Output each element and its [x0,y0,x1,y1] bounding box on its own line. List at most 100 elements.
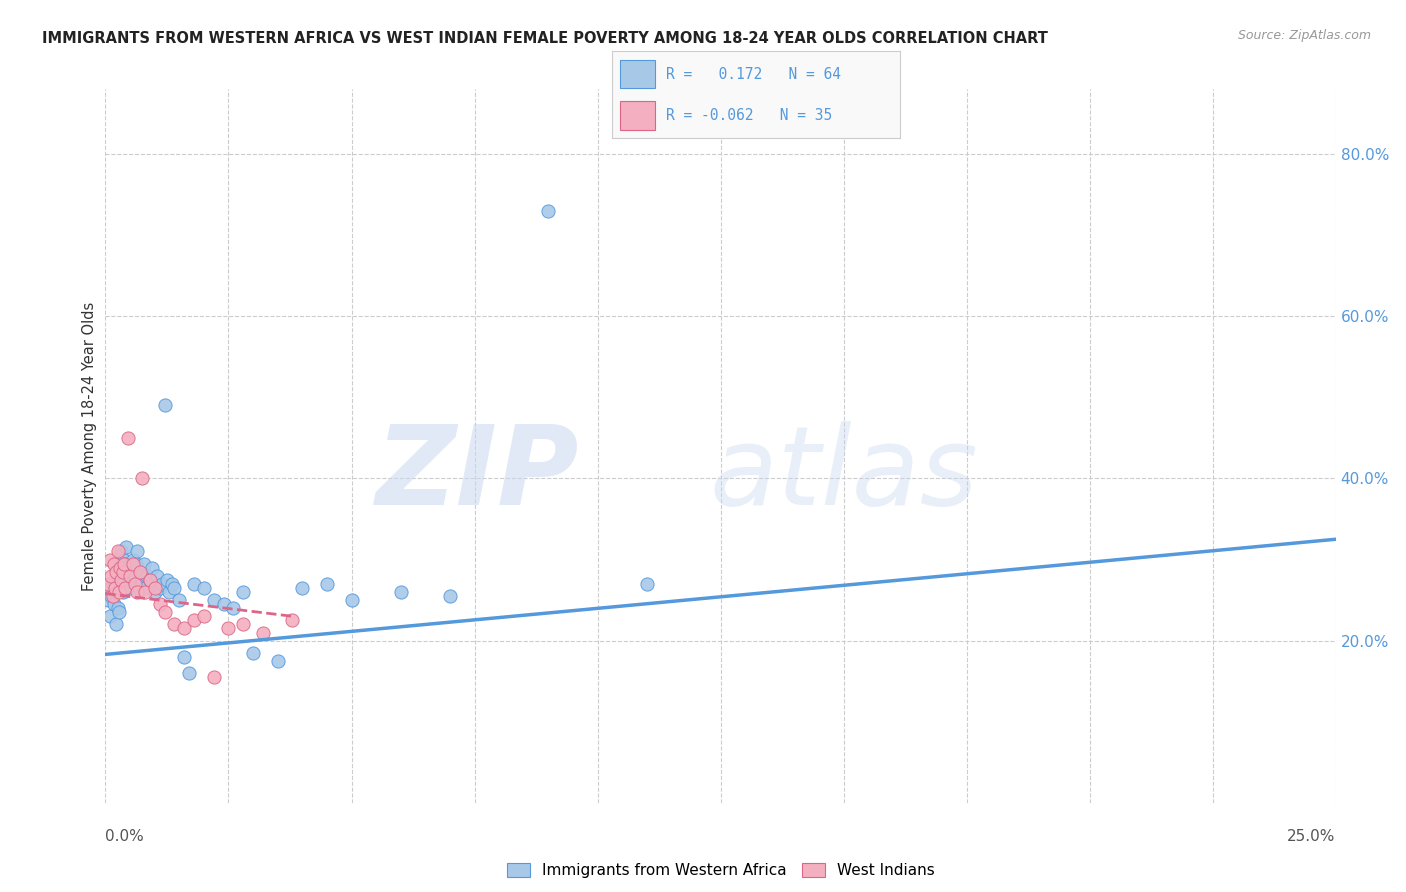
Point [136,568,159,582]
Point [124,577,146,591]
Text: R =   0.172   N = 64: R = 0.172 N = 64 [666,67,841,81]
Point [111,565,134,579]
Point [141,560,163,574]
Text: R = -0.062   N = 35: R = -0.062 N = 35 [666,108,832,122]
Point [149,581,172,595]
Point [98,552,122,566]
Point [112,552,135,566]
Point [129,565,152,579]
Point [112,557,135,571]
Point [127,585,149,599]
Point [131,577,153,591]
Point [143,585,166,599]
Point [138,573,162,587]
Point [107,544,129,558]
Point [202,670,225,684]
Point [103,557,125,571]
Point [153,605,176,619]
Point [122,573,145,587]
Point [121,557,143,571]
Text: ZIP: ZIP [375,421,579,528]
Point [281,613,304,627]
Point [100,568,122,582]
Point [149,597,172,611]
Point [114,581,136,595]
Point [98,581,122,595]
Point [124,568,146,582]
Point [138,573,162,587]
Point [117,431,139,445]
Point [193,609,215,624]
Point [232,617,254,632]
Point [101,577,124,591]
Y-axis label: Female Poverty Among 18-24 Year Olds: Female Poverty Among 18-24 Year Olds [82,301,97,591]
Point [222,601,245,615]
Point [179,666,201,681]
Point [183,613,205,627]
Point [163,581,186,595]
Point [110,557,132,571]
Point [129,565,152,579]
Point [105,617,128,632]
Point [104,581,127,595]
Point [143,581,166,595]
Point [173,649,195,664]
Text: atlas: atlas [709,421,979,528]
Point [537,203,560,218]
Point [146,568,169,582]
Point [389,585,412,599]
Point [131,471,153,485]
Point [173,622,195,636]
Point [98,609,122,624]
Point [110,573,132,587]
Point [202,593,225,607]
Point [118,577,141,591]
Point [101,589,124,603]
Point [128,581,150,595]
Point [160,577,183,591]
Point [108,585,131,599]
Text: 25.0%: 25.0% [1288,830,1336,844]
Point [100,589,122,603]
Point [127,544,149,558]
Point [169,593,191,607]
Point [315,577,337,591]
Point [120,565,142,579]
Point [120,557,141,571]
Point [242,646,264,660]
Text: Source: ZipAtlas.com: Source: ZipAtlas.com [1237,29,1371,42]
Text: 0.0%: 0.0% [105,830,145,844]
Point [110,544,132,558]
Point [150,577,173,591]
Point [121,552,143,566]
Point [340,593,363,607]
Point [163,617,186,632]
Point [125,557,148,571]
Point [291,581,314,595]
Point [153,399,176,413]
Point [110,560,132,574]
Point [97,577,120,591]
Point [218,622,240,636]
Point [111,565,134,579]
Point [107,601,129,615]
Point [97,593,120,607]
Point [636,577,658,591]
Text: IMMIGRANTS FROM WESTERN AFRICA VS WEST INDIAN FEMALE POVERTY AMONG 18-24 YEAR OL: IMMIGRANTS FROM WESTERN AFRICA VS WEST I… [42,31,1047,46]
Point [159,585,180,599]
Point [110,577,132,591]
Point [120,568,141,582]
Point [104,585,127,599]
Point [183,577,205,591]
Point [134,581,156,595]
Point [193,581,215,595]
Point [111,585,134,599]
Point [114,581,136,595]
Point [105,565,128,579]
Point [120,581,141,595]
Point [108,605,131,619]
Legend: Immigrants from Western Africa, West Indians: Immigrants from Western Africa, West Ind… [501,857,941,884]
Point [232,585,254,599]
Point [117,560,139,574]
Point [156,573,179,587]
